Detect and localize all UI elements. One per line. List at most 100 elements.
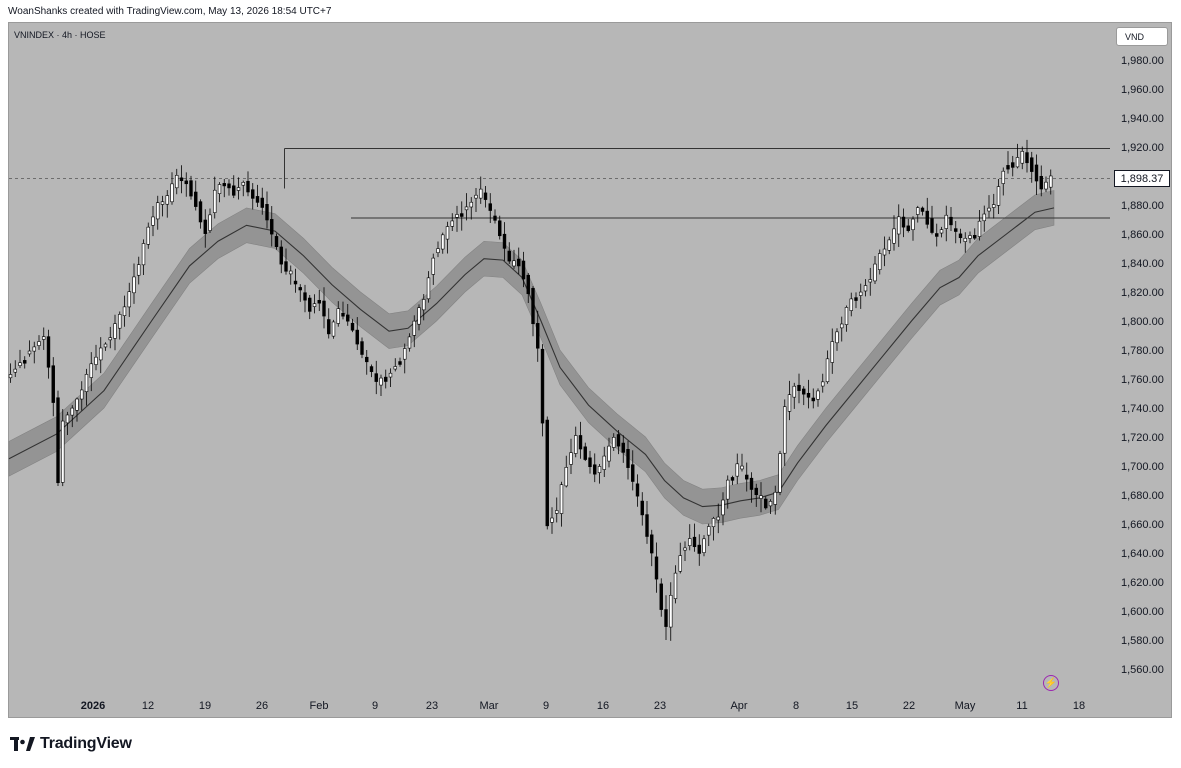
candle bbox=[493, 215, 497, 221]
candle bbox=[118, 314, 122, 329]
candle bbox=[75, 398, 79, 411]
candle bbox=[816, 390, 820, 400]
candle bbox=[1039, 175, 1043, 190]
candle bbox=[517, 258, 521, 267]
candle bbox=[222, 183, 226, 187]
candle bbox=[498, 220, 502, 237]
candle bbox=[241, 182, 245, 186]
candle bbox=[939, 229, 944, 234]
candle bbox=[127, 291, 131, 308]
x-axis-label: May bbox=[955, 700, 976, 712]
candle bbox=[612, 436, 616, 448]
candle bbox=[982, 213, 986, 222]
candle bbox=[868, 279, 872, 283]
candle bbox=[607, 445, 611, 462]
y-axis-label: 1,920.00 bbox=[1121, 142, 1164, 154]
x-axis-label: 9 bbox=[543, 700, 549, 712]
candle bbox=[303, 292, 307, 301]
candle bbox=[346, 314, 350, 322]
candle bbox=[702, 538, 706, 553]
candle bbox=[958, 233, 963, 239]
candle bbox=[99, 347, 103, 361]
x-axis-label: 26 bbox=[256, 700, 268, 712]
candle bbox=[70, 407, 74, 416]
candle bbox=[616, 434, 621, 447]
y-axis-label: 1,640.00 bbox=[1121, 548, 1164, 560]
candle bbox=[740, 465, 744, 470]
candle bbox=[94, 356, 98, 365]
candle bbox=[973, 234, 977, 239]
candle bbox=[930, 218, 934, 233]
candle bbox=[8, 374, 13, 379]
candle bbox=[711, 518, 716, 528]
candle bbox=[901, 216, 906, 228]
lightning-icon[interactable]: ⚡ bbox=[1043, 675, 1059, 691]
candle bbox=[507, 250, 511, 262]
candle bbox=[683, 547, 687, 551]
candle bbox=[892, 228, 896, 244]
candle bbox=[502, 233, 507, 249]
candle bbox=[664, 609, 668, 627]
x-axis-label: Feb bbox=[310, 700, 329, 712]
currency-button[interactable]: VND bbox=[1116, 27, 1168, 46]
candle bbox=[251, 189, 255, 199]
candle bbox=[393, 366, 397, 370]
candle bbox=[840, 323, 844, 329]
candle bbox=[56, 397, 60, 484]
candle bbox=[255, 196, 260, 203]
candle bbox=[403, 348, 407, 360]
candle bbox=[588, 457, 592, 468]
candle bbox=[635, 483, 640, 497]
symbol-label[interactable]: VNINDEX · 4h · HOSE bbox=[14, 30, 106, 40]
candle bbox=[949, 216, 953, 226]
candle bbox=[156, 202, 160, 220]
candle bbox=[878, 253, 882, 270]
candle bbox=[645, 514, 649, 537]
y-axis-label: 1,660.00 bbox=[1121, 519, 1164, 531]
candle bbox=[479, 188, 483, 199]
candle bbox=[797, 384, 801, 391]
x-axis-label: Apr bbox=[730, 700, 747, 712]
candle bbox=[849, 298, 853, 311]
chart-panel[interactable] bbox=[8, 22, 1172, 718]
y-axis-label: 1,580.00 bbox=[1121, 635, 1164, 647]
candle bbox=[1006, 165, 1010, 170]
candle bbox=[293, 280, 298, 285]
candle bbox=[621, 442, 625, 453]
candle bbox=[246, 180, 250, 193]
candle bbox=[431, 257, 435, 275]
candle bbox=[474, 194, 478, 199]
footer-brand: TradingView bbox=[10, 734, 132, 754]
candle bbox=[844, 307, 849, 325]
candle bbox=[198, 201, 203, 223]
candle bbox=[89, 363, 93, 378]
candle bbox=[175, 175, 179, 189]
candle bbox=[764, 498, 768, 509]
y-axis-label: 1,780.00 bbox=[1121, 345, 1164, 357]
candle bbox=[526, 274, 530, 295]
candle bbox=[574, 435, 578, 454]
candle bbox=[374, 373, 378, 382]
candle bbox=[270, 219, 274, 235]
candle bbox=[854, 297, 858, 301]
candle bbox=[916, 207, 920, 215]
candle bbox=[189, 180, 193, 197]
candle bbox=[897, 216, 901, 235]
candle bbox=[236, 187, 241, 191]
candle bbox=[697, 544, 701, 554]
y-axis-label: 1,680.00 bbox=[1121, 490, 1164, 502]
y-axis-label: 1,740.00 bbox=[1121, 403, 1164, 415]
brand-text: TradingView bbox=[40, 735, 132, 752]
candle bbox=[583, 446, 587, 460]
candle bbox=[792, 385, 796, 398]
candle bbox=[977, 220, 982, 237]
candle bbox=[944, 214, 948, 229]
candle bbox=[279, 246, 283, 265]
candle bbox=[721, 499, 725, 516]
candle bbox=[569, 452, 573, 465]
candle bbox=[597, 466, 602, 473]
y-axis-label: 1,980.00 bbox=[1121, 55, 1164, 67]
candle bbox=[203, 219, 207, 234]
candle bbox=[996, 186, 1001, 206]
